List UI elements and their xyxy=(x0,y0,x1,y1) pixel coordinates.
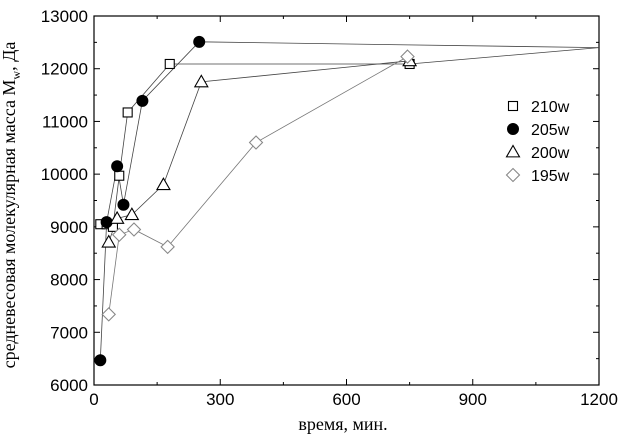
series-line-210w xyxy=(100,47,600,228)
data-point-205w xyxy=(117,198,130,211)
y-axis-title-main: средневесовая молекулярная масса M xyxy=(0,80,19,369)
series-lines xyxy=(99,41,600,361)
series-line-195w xyxy=(108,56,408,315)
x-tick-label-3: 900 xyxy=(459,390,487,409)
y-axis-title: средневесовая молекулярная масса Mw, Да xyxy=(0,42,23,369)
y-tick-label-3: 9000 xyxy=(50,218,88,237)
x-tick-label-4: 1200 xyxy=(580,390,618,409)
legend-label-195w: 195w xyxy=(531,168,570,185)
y-tick-label-0: 6000 xyxy=(50,376,88,395)
legend-label-205w: 205w xyxy=(531,122,570,139)
y-axis-title-subscript: w xyxy=(9,71,23,80)
legend-marker-200w xyxy=(505,144,521,158)
data-point-200w xyxy=(124,207,140,221)
y-tick-label-5: 11000 xyxy=(42,112,88,131)
data-point-195w xyxy=(101,307,117,322)
data-point-195w xyxy=(400,49,415,64)
data-point-200w xyxy=(193,74,209,88)
x-axis-title: время, мин. xyxy=(298,414,387,434)
data-point-210w xyxy=(164,58,175,70)
axis-ticks: 0 300 600 900 1200 6000 7000 8000 9000 10000 11000… xyxy=(41,7,618,409)
legend-marker-205w xyxy=(507,123,519,135)
data-point-200w xyxy=(101,234,117,248)
data-point-195w xyxy=(111,227,127,243)
data-point-200w xyxy=(109,210,125,224)
data-point-205w xyxy=(111,160,124,173)
plot-frame xyxy=(93,15,600,386)
legend-marker-210w xyxy=(507,100,519,112)
data-point-195w xyxy=(248,135,264,150)
legend-label-210w: 210w xyxy=(531,99,570,116)
data-point-205w xyxy=(136,94,149,107)
legend-label-200w: 200w xyxy=(531,145,570,162)
data-point-195w xyxy=(126,222,142,237)
data-point-195w xyxy=(160,239,175,255)
y-tick-label-7: 13000 xyxy=(41,7,88,26)
y-tick-label-1: 7000 xyxy=(50,323,88,342)
y-tick-label-6: 12000 xyxy=(41,60,88,79)
data-point-210w xyxy=(114,170,125,181)
x-tick-label-0: 0 xyxy=(89,390,98,409)
x-tick-label-1: 300 xyxy=(206,390,234,409)
data-point-205w xyxy=(193,35,206,48)
series-line-200w xyxy=(108,60,410,243)
series-markers xyxy=(94,35,418,367)
data-point-205w xyxy=(100,216,113,229)
legend-marker-195w xyxy=(505,167,521,183)
y-axis-title-suffix: , Да xyxy=(0,42,19,71)
y-tick-label-4: 10000 xyxy=(41,165,88,184)
y-tick-label-2: 8000 xyxy=(50,271,88,290)
data-point-210w xyxy=(122,107,133,118)
data-point-205w xyxy=(94,354,107,367)
x-tick-label-2: 600 xyxy=(332,390,360,409)
data-point-200w xyxy=(155,177,171,191)
legend: 210w 205w 200w 195w xyxy=(505,99,570,185)
